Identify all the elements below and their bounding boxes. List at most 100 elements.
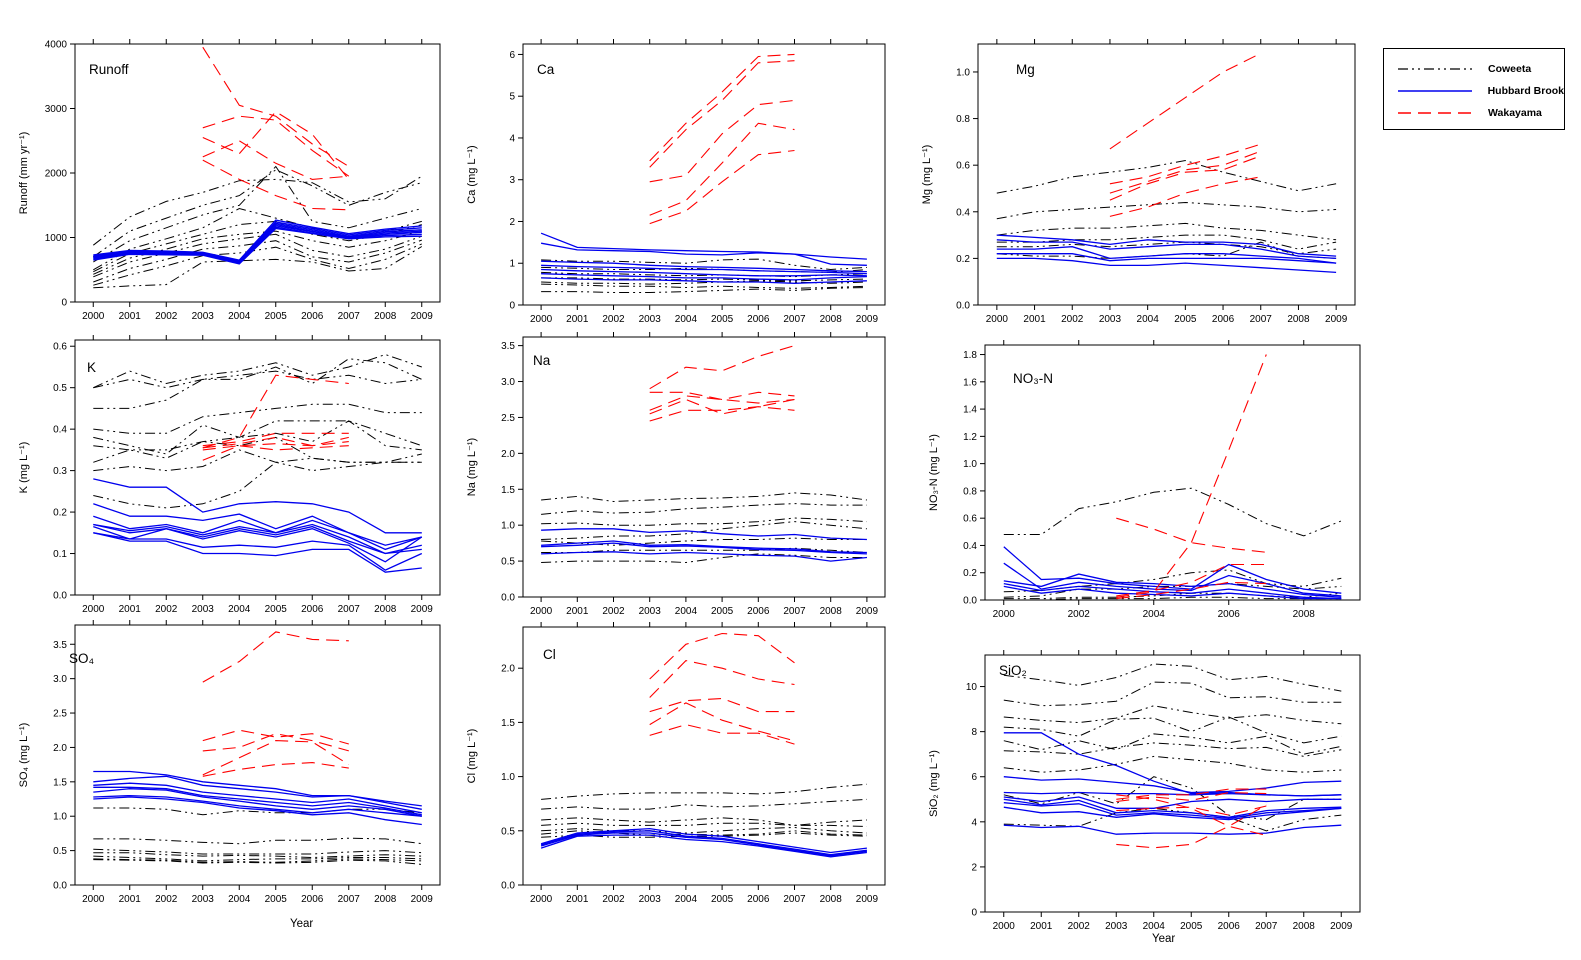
x-axis-label-right: Year (1152, 933, 1176, 945)
y-tick-label: 1.2 (963, 432, 977, 443)
x-tick-label: 2006 (747, 606, 770, 617)
x-tick-label: 2006 (301, 311, 324, 322)
y-tick-label: 0.1 (53, 549, 67, 560)
x-tick-label: 2000 (993, 921, 1016, 932)
series-wakayama (1116, 804, 1267, 849)
series-wakayama (649, 122, 795, 216)
y-tick-label: 1.0 (963, 459, 977, 470)
x-tick-label: 2009 (1325, 314, 1348, 325)
series-wakayama (1116, 354, 1267, 598)
panel-na: 2000 2001 2002 2003 2004 2005 2006 2007 2008 2009… (466, 332, 886, 617)
y-tick-label: 4000 (45, 40, 68, 51)
series-wakayama (1109, 52, 1262, 150)
y-tick-label: 3 (509, 175, 515, 186)
y-tick-label: 0 (971, 908, 977, 919)
series-group (1003, 354, 1342, 600)
wakayama-line-sample (1398, 112, 1472, 114)
series-coweeta (996, 234, 1337, 250)
x-tick-label: 2006 (1218, 609, 1241, 620)
plot-frame (984, 344, 1361, 601)
x-tick-label: 2002 (1068, 609, 1091, 620)
series-coweeta (541, 547, 867, 553)
series-group (93, 353, 423, 573)
series-hubbard_brook (540, 242, 867, 266)
legend-label-hubbard-brook: Hubbard Brook (1487, 85, 1564, 97)
series-hubbard_brook (93, 532, 422, 573)
series-wakayama (1116, 794, 1267, 836)
y-tick-label: 3.0 (53, 674, 67, 685)
y-tick-label: 1.0 (956, 67, 970, 78)
y-tick-label: 0.6 (956, 161, 970, 172)
series-coweeta (541, 521, 867, 540)
panel-title-runoff: Runoff (89, 62, 129, 77)
x-tick-label: 2009 (411, 604, 434, 615)
series-coweeta (93, 239, 422, 283)
y-axis-label-na: Na (mg L⁻¹) (466, 438, 478, 496)
x-tick-label: 2006 (301, 894, 324, 905)
series-coweeta (1003, 487, 1342, 537)
y-tick-label: 0.5 (53, 846, 67, 857)
series-coweeta (93, 436, 422, 463)
y-tick-label: 1.0 (501, 521, 515, 532)
series-coweeta (541, 280, 867, 285)
series-wakayama (649, 53, 795, 162)
y-tick-label: 1 (509, 259, 515, 270)
series-hubbard_brook (93, 503, 422, 546)
y-tick-label: 3.0 (501, 377, 515, 388)
series-coweeta (93, 370, 422, 409)
series-hubbard_brook (1003, 732, 1342, 797)
series-wakayama (1109, 150, 1261, 194)
panel-title-cl: Cl (543, 647, 556, 662)
y-axis-label-no3: NO₃-N (mg L⁻¹) (928, 434, 940, 511)
series-hubbard_brook (1003, 546, 1342, 594)
series-coweeta (92, 175, 423, 246)
series-hubbard_brook (540, 832, 867, 857)
series-hubbard_brook (93, 525, 423, 563)
x-tick-label: 2000 (530, 606, 553, 617)
y-tick-label: 2.5 (53, 709, 67, 720)
x-tick-label: 2001 (566, 606, 589, 617)
panel-title-so4: SO₄ (69, 651, 94, 666)
y-tick-label: 0.6 (963, 514, 977, 525)
series-coweeta (93, 353, 422, 389)
x-tick-label: 2002 (602, 606, 625, 617)
series-hubbard_brook (540, 834, 867, 858)
series-wakayama (1116, 563, 1267, 597)
series-coweeta (541, 553, 867, 564)
y-axis-label-cl: Cl (mg L⁻¹) (466, 729, 478, 784)
plot-frame (977, 43, 1356, 306)
series-hubbard_brook (1003, 791, 1342, 797)
series-group (541, 345, 867, 564)
y-tick-label: 0.2 (963, 568, 977, 579)
series-coweeta (93, 246, 423, 289)
series-hubbard_brook (540, 232, 867, 260)
y-tick-label: 1.0 (501, 772, 515, 783)
y-tick-label: 6 (971, 772, 977, 783)
panel-mg: 2000 2001 2002 2003 2004 2005 2006 2007 2008 2009… (921, 39, 1356, 325)
series-hubbard_brook (1003, 573, 1342, 598)
series-coweeta (541, 517, 867, 526)
x-tick-label: 2001 (119, 311, 142, 322)
series-hubbard_brook (996, 234, 1337, 257)
series-coweeta (541, 287, 867, 293)
series-hubbard_brook (93, 796, 422, 826)
x-tick-label: 2009 (1330, 921, 1353, 932)
series-wakayama (649, 697, 795, 713)
series-coweeta (541, 783, 867, 800)
x-tick-label: 2002 (1068, 921, 1091, 932)
y-tick-label: 1.5 (53, 777, 67, 788)
x-tick-label: 2009 (856, 894, 879, 905)
series-coweeta (93, 807, 422, 816)
series-wakayama (649, 60, 795, 168)
series-wakayama (1116, 517, 1267, 553)
series-hubbard_brook (1003, 824, 1342, 835)
x-tick-label: 2005 (1174, 314, 1197, 325)
x-tick-label: 2006 (747, 894, 770, 905)
series-coweeta (1003, 705, 1342, 725)
series-wakayama (649, 724, 795, 745)
series-wakayama (649, 395, 795, 411)
series-coweeta (1003, 583, 1342, 598)
series-hubbard_brook (93, 478, 422, 534)
